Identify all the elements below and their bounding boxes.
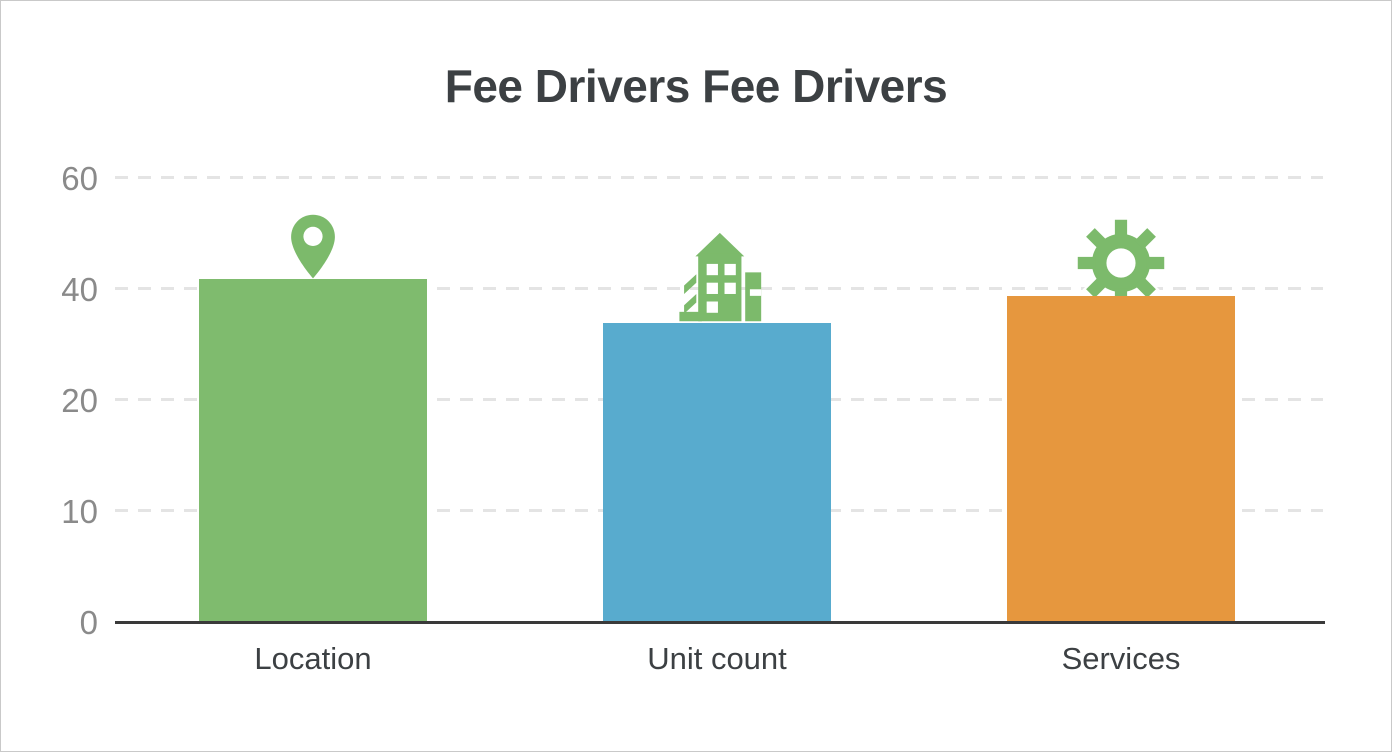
y-tick-label: 0 [79,604,98,641]
x-label-services: Services [1061,641,1181,676]
x-label-unit-count: Unit count [647,641,787,676]
y-tick-label: 20 [61,382,98,419]
bar-slot-unit-count [515,179,919,623]
bar-services [1007,295,1235,623]
x-label-location: Location [254,641,372,676]
bar-location [199,278,427,623]
plot-area: 0 10 20 40 60 [61,160,1325,641]
y-tick-label: 10 [61,493,98,530]
x-axis-line [115,621,1325,624]
bar-slot-services [919,179,1323,623]
x-axis-labels: Location Unit count Services [111,641,1323,677]
y-tick-label: 60 [61,160,98,197]
chart-title: Fee Drivers Fee Drivers [444,60,948,112]
bar-unit-count [603,323,831,623]
location-pin-icon [277,209,349,289]
gridline [115,176,1323,179]
bars-container [111,179,1323,623]
y-tick-label: 40 [61,271,98,308]
bar-slot-location [111,179,515,623]
building-icon [670,231,764,325]
